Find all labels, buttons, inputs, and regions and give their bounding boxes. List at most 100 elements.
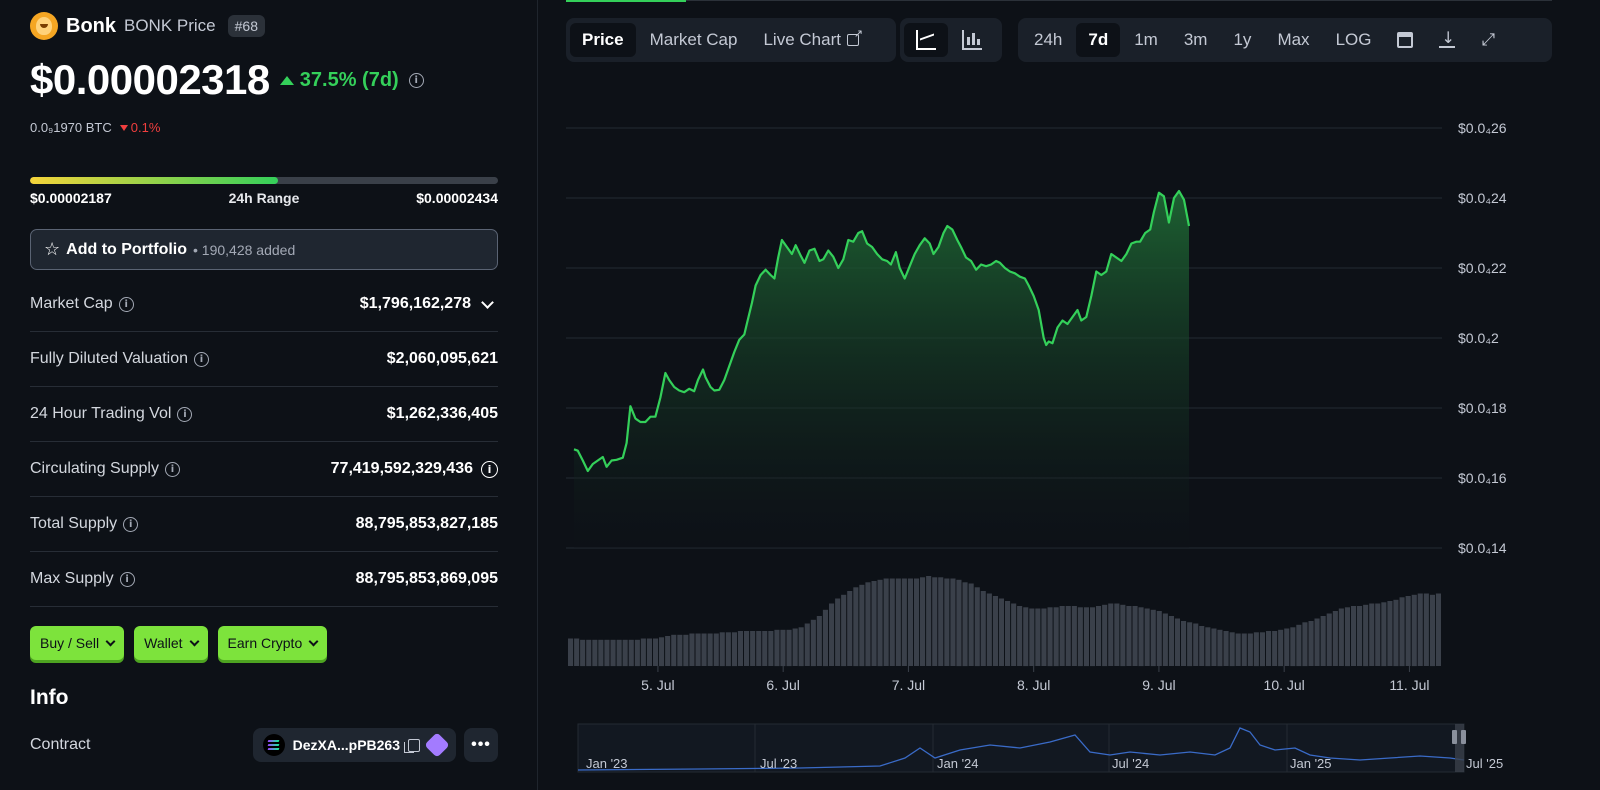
info-icon[interactable]: i (118, 296, 134, 312)
info-icon[interactable]: i (119, 571, 135, 587)
info-icon[interactable]: i (123, 516, 139, 532)
volume-bar (1302, 622, 1308, 667)
volume-bar (1278, 629, 1284, 667)
portfolio-added-text: 190,428 added (201, 241, 296, 258)
contract-address: DezXA...pPB263 (292, 737, 400, 753)
down-arrow-icon (119, 124, 128, 131)
info-icon[interactable]: i (164, 461, 180, 477)
volume-bar (998, 598, 1004, 666)
price-area (574, 191, 1189, 548)
wallet-button[interactable]: Wallet (134, 626, 208, 660)
range-labels: $0.00002187 24h Range $0.00002434 (30, 190, 498, 206)
volume-bar (653, 638, 659, 666)
range-7d[interactable]: 7d (1076, 23, 1121, 57)
volume-bar (1266, 631, 1272, 666)
volume-bar (1205, 627, 1211, 667)
volume-bar (1351, 606, 1357, 666)
btc-price-row: 0.0₉1970 BTC 0.1% (30, 120, 160, 135)
navigator-frame (577, 723, 1465, 773)
stat-row-volume: 24 Hour Trading Vol i $1,262,336,405 (30, 387, 498, 442)
more-options-button[interactable]: ••• (464, 728, 498, 762)
info-icon[interactable]: i (408, 72, 424, 88)
stat-label: 24 Hour Trading Vol i (30, 405, 193, 423)
info-icon[interactable]: i (177, 406, 193, 422)
stat-label-text: Max Supply (30, 570, 114, 587)
copy-icon[interactable] (404, 738, 420, 753)
stat-row-max-supply: Max Supply i 88,795,853,869,095 (30, 552, 498, 607)
volume-bar (804, 623, 810, 666)
tab-price[interactable]: Price (570, 23, 636, 57)
volume-bar (1114, 603, 1120, 666)
info-icon[interactable]: i (481, 460, 498, 478)
line-chart-button[interactable] (904, 23, 948, 57)
navigator-label: Jan '24 (937, 756, 979, 771)
volume-bar (841, 594, 847, 667)
contract-row: Contract DezXA...pPB263 ••• (30, 728, 498, 762)
contract-address-pill[interactable]: DezXA...pPB263 (252, 728, 456, 762)
volume-bar (835, 598, 841, 666)
volume-bar (1417, 593, 1423, 666)
info-icon[interactable]: i (194, 351, 210, 367)
volume-bar (829, 603, 835, 666)
volume-bar (659, 637, 665, 667)
calendar-button[interactable] (1385, 23, 1425, 57)
volume-bar (665, 636, 671, 666)
stat-label-text: Market Cap (30, 295, 113, 312)
volume-bar (920, 577, 926, 666)
fullscreen-button[interactable]: ⤢ (1469, 23, 1507, 57)
y-tick-label: $0.0₄14 (1458, 540, 1507, 556)
volume-bar (1320, 616, 1326, 666)
volume-bar (689, 633, 695, 666)
buy-sell-button[interactable]: Buy / Sell (30, 626, 125, 660)
volume-bar (646, 638, 652, 666)
volume-bar (1168, 616, 1174, 666)
tab-live-chart[interactable]: Live Chart (751, 23, 870, 57)
volume-bar (695, 633, 701, 666)
stat-row-circulating-supply: Circulating Supply i 77,419,592,329,436 i (30, 442, 498, 497)
volume-bar (1381, 602, 1387, 667)
stat-value: $2,060,095,621 (386, 350, 498, 367)
add-to-portfolio-button[interactable]: ☆ Add to Portfolio • 190,428 added (30, 229, 498, 270)
volume-bar (889, 578, 895, 666)
y-tick-label: $0.0₄22 (1458, 260, 1507, 276)
volume-bar (1308, 621, 1314, 666)
volume-bar (1041, 608, 1047, 666)
range-24h[interactable]: 24h (1034, 30, 1063, 49)
current-price: $0.00002318 (30, 56, 270, 103)
coin-header: Bonk BONK Price #68 (30, 12, 265, 40)
range-bar-fill (30, 177, 279, 184)
range-1y[interactable]: 1y (1233, 30, 1252, 49)
download-button[interactable] (1427, 23, 1467, 57)
range-bar (30, 177, 498, 184)
candlestick-chart-button[interactable] (950, 23, 994, 57)
stat-label-text: 24 Hour Trading Vol (30, 405, 172, 422)
volume-bar (1059, 606, 1065, 666)
stat-value: 77,419,592,329,436 i (331, 460, 498, 478)
volume-bar (1223, 631, 1229, 666)
volume-bar (1011, 603, 1017, 666)
volume-bar (792, 628, 798, 666)
volume-bar (592, 639, 598, 667)
navigator-handle-right (1461, 730, 1466, 744)
price-change-value: 37.5% (7d) (299, 68, 399, 91)
tab-market-cap[interactable]: Market Cap (649, 30, 738, 49)
volume-bar (1253, 632, 1259, 667)
volume-bar (1429, 594, 1435, 667)
navigator-label: Jul '24 (1112, 756, 1149, 771)
earn-crypto-button[interactable]: Earn Crypto (217, 626, 328, 660)
volume-bar (1314, 618, 1320, 666)
volume-bar (574, 638, 580, 666)
volume-bar (901, 578, 907, 666)
action-buttons: Buy / Sell Wallet Earn Crypto (30, 626, 328, 660)
range-3m[interactable]: 3m (1183, 30, 1208, 49)
price-row: $0.00002318 37.5% (7d) i (30, 56, 424, 104)
range-1m[interactable]: 1m (1134, 30, 1158, 49)
volume-bar (707, 633, 713, 666)
range-log[interactable]: LOG (1335, 30, 1372, 49)
volume-bar (907, 578, 913, 666)
wallet-gem-icon[interactable] (424, 732, 450, 758)
volume-bar (762, 631, 768, 666)
stat-value-text: 77,419,592,329,436 (330, 460, 473, 477)
range-max[interactable]: Max (1277, 30, 1310, 49)
chevron-down-icon[interactable] (481, 295, 494, 309)
